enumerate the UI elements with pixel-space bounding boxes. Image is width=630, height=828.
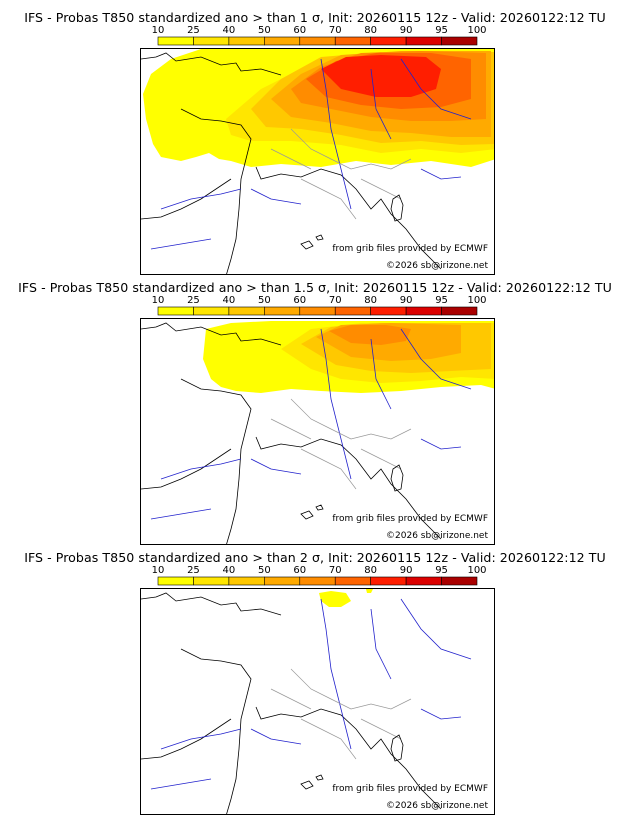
colorbar-tick-label: 25 — [187, 295, 200, 306]
colorbar-swatch — [193, 306, 230, 316]
colorbar-swatch — [264, 576, 301, 586]
colorbar-tick-label: 25 — [187, 25, 200, 36]
colorbar-tick-label: 70 — [329, 25, 342, 36]
colorbar-swatch — [264, 36, 301, 46]
borders — [270, 398, 412, 490]
colorbar-swatch — [157, 306, 194, 316]
map-canvas — [141, 321, 494, 544]
panel-1sigma: IFS - Probas T850 standardized ano > tha… — [0, 0, 630, 276]
colorbar: 10 25 40 50 60 70 80 90 95 100 — [152, 25, 487, 46]
colorbar-tick-label: 95 — [435, 565, 448, 576]
colorbar-tick-label: 80 — [364, 565, 377, 576]
colorbar-tick-label: 80 — [364, 295, 377, 306]
colorbar-tick-label: 10 — [152, 295, 165, 306]
colorbar: 10 25 40 50 60 70 80 90 95 100 — [152, 565, 487, 586]
colorbar-swatch — [405, 576, 442, 586]
prob-area-80 — [321, 55, 441, 97]
colorbar-tick-label: 50 — [258, 295, 271, 306]
credit-copyright: ©2026 sb@irizone.net — [386, 801, 488, 811]
colorbar-tick-label: 70 — [329, 295, 342, 306]
colorbar-swatch — [334, 576, 371, 586]
prob-area-10 — [319, 591, 351, 607]
colorbar-tick-label: 95 — [435, 25, 448, 36]
colorbar-swatch — [228, 576, 265, 586]
colorbar-swatch — [370, 36, 407, 46]
probability-map: from grib files provided by ECMWF ©2026 … — [140, 318, 495, 545]
prob-area-60 — [329, 325, 411, 345]
panel-title: IFS - Probas T850 standardized ano > tha… — [18, 280, 612, 295]
probability-map: from grib files provided by ECMWF ©2026 … — [140, 48, 495, 275]
colorbar-tick-label: 40 — [223, 565, 236, 576]
borders — [270, 668, 412, 760]
colorbar-tick-label: 60 — [293, 295, 306, 306]
colorbar-tick-label: 80 — [364, 25, 377, 36]
colorbar-tick-label: 60 — [293, 565, 306, 576]
colorbar-swatch — [193, 576, 230, 586]
colorbar-swatch — [157, 576, 194, 586]
colorbar-tick-label: 100 — [467, 565, 486, 576]
colorbar-swatch — [228, 306, 265, 316]
colorbar-swatch — [334, 36, 371, 46]
colorbar-swatch — [405, 36, 442, 46]
colorbar-swatch — [193, 36, 230, 46]
colorbar-swatch — [370, 306, 407, 316]
map-canvas — [141, 49, 494, 274]
corsica-island — [390, 464, 404, 492]
colorbar-tick-label: 90 — [400, 295, 413, 306]
colorbar-swatch — [441, 576, 478, 586]
colorbar-swatch — [441, 306, 478, 316]
credit-copyright: ©2026 sb@irizone.net — [386, 261, 488, 271]
colorbar-swatch — [370, 576, 407, 586]
panel-1.5sigma: IFS - Probas T850 standardized ano > tha… — [0, 270, 630, 546]
probability-map: from grib files provided by ECMWF ©2026 … — [140, 588, 495, 815]
corsica-island — [390, 734, 404, 762]
credit-source: from grib files provided by ECMWF — [332, 784, 488, 794]
panel-title: IFS - Probas T850 standardized ano > tha… — [24, 10, 606, 25]
colorbar-swatch — [441, 36, 478, 46]
coastline — [141, 52, 442, 274]
credit-copyright: ©2026 sb@irizone.net — [386, 531, 488, 541]
colorbar-tick-label: 50 — [258, 25, 271, 36]
colorbar-tick-label: 40 — [223, 295, 236, 306]
balearic-islands — [300, 504, 324, 520]
colorbar-swatch — [264, 306, 301, 316]
rivers — [150, 598, 472, 790]
credit-source: from grib files provided by ECMWF — [332, 514, 488, 524]
colorbar-tick-label: 25 — [187, 565, 200, 576]
colorbar: 10 25 40 50 60 70 80 90 95 100 — [152, 295, 487, 316]
colorbar-swatch — [299, 36, 336, 46]
colorbar-tick-label: 50 — [258, 565, 271, 576]
credit-source: from grib files provided by ECMWF — [332, 244, 488, 254]
coastline — [141, 592, 442, 814]
colorbar-tick-label: 60 — [293, 25, 306, 36]
colorbar-swatch — [157, 36, 194, 46]
rivers — [150, 328, 472, 520]
corsica-island — [390, 194, 404, 222]
panel-2sigma: IFS - Probas T850 standardized ano > tha… — [0, 540, 630, 816]
colorbar-tick-label: 70 — [329, 565, 342, 576]
colorbar-tick-label: 90 — [400, 565, 413, 576]
colorbar-tick-label: 90 — [400, 25, 413, 36]
colorbar-swatch — [334, 306, 371, 316]
panel-title: IFS - Probas T850 standardized ano > tha… — [24, 550, 606, 565]
rivers — [150, 58, 472, 250]
map-canvas — [141, 589, 472, 814]
colorbar-swatch — [299, 306, 336, 316]
balearic-islands — [300, 234, 324, 250]
borders — [270, 128, 412, 220]
colorbar-swatch — [228, 36, 265, 46]
colorbar-swatch — [299, 576, 336, 586]
coastline — [141, 322, 442, 544]
colorbar-tick-label: 10 — [152, 25, 165, 36]
colorbar-swatch — [405, 306, 442, 316]
colorbar-tick-label: 95 — [435, 295, 448, 306]
colorbar-tick-label: 100 — [467, 25, 486, 36]
prob-area-10-small — [366, 589, 373, 593]
balearic-islands — [300, 774, 324, 790]
colorbar-tick-label: 40 — [223, 25, 236, 36]
colorbar-tick-label: 10 — [152, 565, 165, 576]
colorbar-tick-label: 100 — [467, 295, 486, 306]
